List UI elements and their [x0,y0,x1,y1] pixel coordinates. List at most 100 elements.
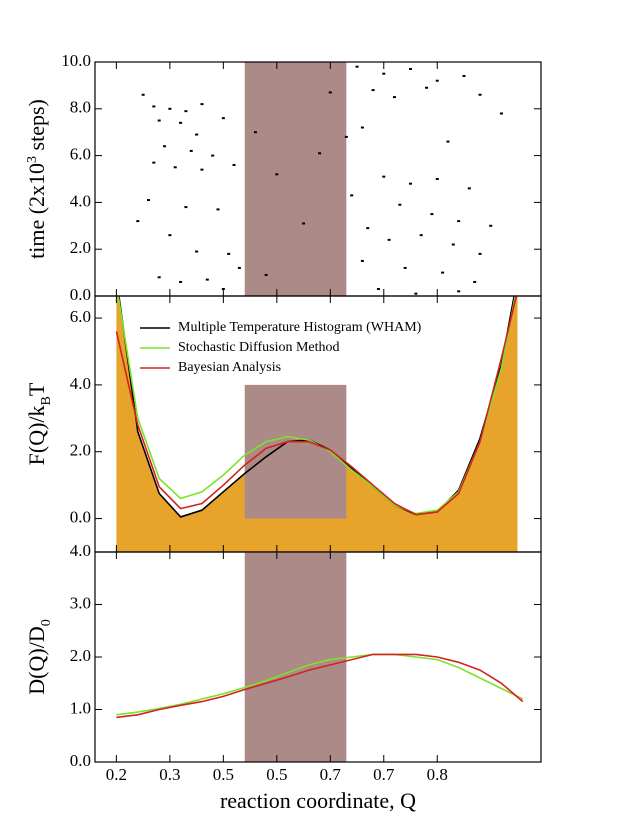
y-label-part: D(Q)/D [24,626,49,694]
x-tick-label: 0.5 [266,765,287,784]
x-tick-label: 0.3 [159,765,180,784]
y-tick-label: 4.0 [70,541,91,560]
y-tick-label: 1.0 [70,698,91,717]
point [392,96,396,99]
x-axis-label: reaction coordinate, Q [220,788,416,813]
point [451,243,455,246]
y-tick-label: 10.0 [61,51,91,70]
legend-label: Bayesian Analysis [178,360,281,375]
point [355,65,359,68]
point [478,93,482,96]
point [157,276,161,279]
point [179,121,183,124]
point [195,133,199,136]
point [184,110,188,113]
point [328,91,332,94]
point [221,287,225,290]
shaded-region [244,62,347,296]
y-axis-label: F(Q)/kBT [24,382,54,465]
y-label-sup: 3 [25,156,40,163]
point [152,161,156,164]
x-tick-label: 0.2 [106,765,127,784]
x-tick-label: 0.7 [373,765,395,784]
x-tick-label: 0.5 [213,765,234,784]
y-tick-label: 2.0 [70,238,91,257]
point [382,72,386,75]
point [489,224,493,227]
y-tick-label: 8.0 [70,98,91,117]
line [116,653,524,716]
point [478,252,482,255]
point [371,89,375,92]
y-tick-label: 6.0 [70,307,91,326]
point [211,154,215,157]
point [216,208,220,211]
y-tick-label: 0.0 [70,507,91,526]
point [179,280,183,283]
y-label-sub: 0 [39,619,54,626]
point [205,278,209,281]
point [435,178,439,180]
y-tick-label: 0.0 [70,751,91,770]
point [387,238,391,241]
point [200,168,204,171]
y-axis-label: D(Q)/D0 [24,619,54,694]
y-tick-label: 2.0 [70,441,91,460]
point [136,220,140,223]
point [398,203,402,206]
y-tick-label: 2.0 [70,646,91,665]
point [189,149,193,152]
point [430,213,434,216]
point [237,266,241,269]
y-tick-label: 3.0 [70,593,91,612]
y-label-part: T [24,382,49,396]
point [157,119,161,122]
point [457,220,461,223]
point [168,107,172,110]
line [116,653,524,719]
y-tick-label: 0.0 [70,285,91,304]
point [473,280,477,283]
y-label-part: steps) [24,99,49,156]
point [253,131,257,134]
point [441,271,445,274]
point [409,182,413,185]
line [115,296,518,516]
point [302,222,306,225]
point [467,187,471,190]
point [446,140,450,143]
point [462,75,466,78]
point [264,273,268,276]
y-label-part: F(Q)/k [24,405,49,465]
point [382,175,386,178]
point [409,68,413,71]
panel [136,62,503,296]
point [457,290,461,293]
point [152,105,156,108]
y-label-part: time (2x10 [24,163,49,259]
point [141,93,145,96]
y-label-sub: B [39,396,54,405]
point [350,194,354,197]
panel [115,296,518,552]
point [360,259,364,262]
point [221,117,225,120]
x-tick-label: 0.8 [427,765,448,784]
point [163,145,167,148]
y-tick-label: 4.0 [70,374,91,393]
point [195,250,199,253]
point [184,206,188,209]
panel [116,552,524,762]
y-tick-label: 4.0 [70,191,91,210]
point [376,287,380,290]
point [168,234,172,237]
y-tick-label: 6.0 [70,145,91,164]
point [366,227,370,230]
y-axis-label: time (2x103 steps) [24,99,49,259]
legend-label: Multiple Temperature Histogram (WHAM) [178,320,422,335]
shaded-region [244,552,347,762]
point [403,266,407,269]
point [419,234,423,237]
